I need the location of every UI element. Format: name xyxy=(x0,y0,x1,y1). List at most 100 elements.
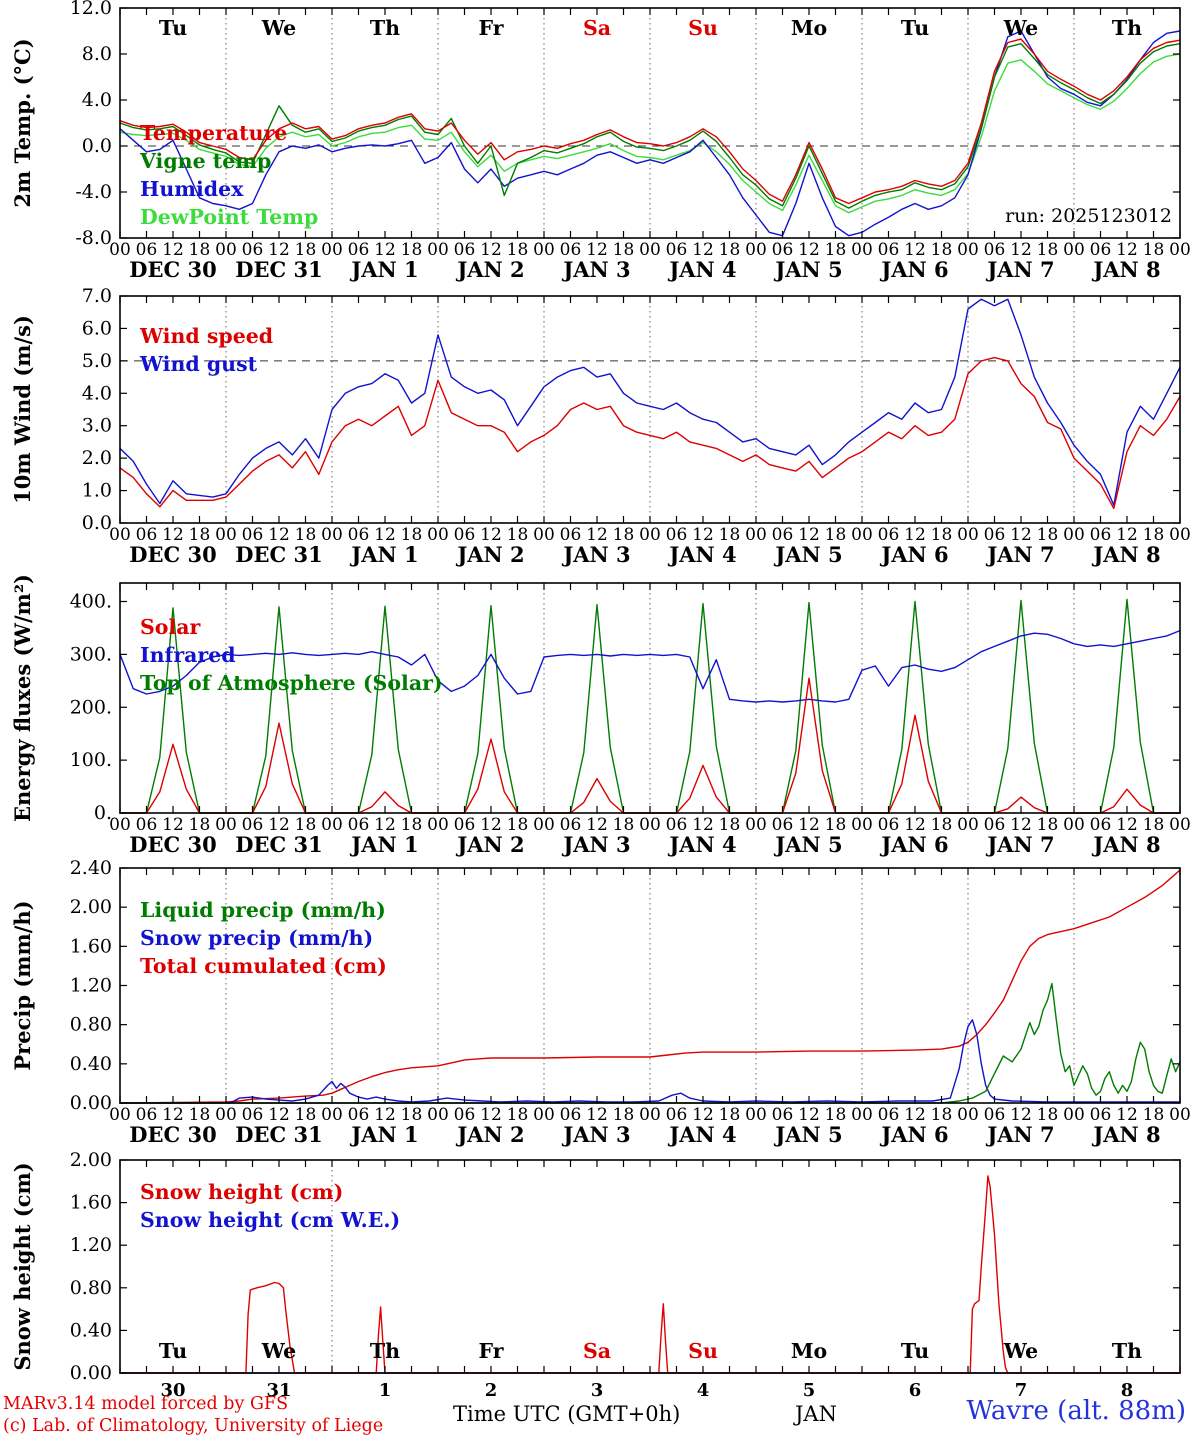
svg-text:Fr: Fr xyxy=(479,16,505,40)
svg-text:12: 12 xyxy=(374,815,396,835)
svg-text:JAN 6: JAN 6 xyxy=(879,542,948,567)
series-line-snow-height-cm- xyxy=(119,1175,1181,1374)
svg-text:06: 06 xyxy=(560,1105,582,1125)
svg-text:06: 06 xyxy=(348,815,370,835)
svg-text:DEC 31: DEC 31 xyxy=(235,832,322,857)
svg-text:12: 12 xyxy=(692,525,714,545)
svg-text:12: 12 xyxy=(586,1105,608,1125)
svg-text:18: 18 xyxy=(613,525,635,545)
svg-text:00: 00 xyxy=(215,1105,237,1125)
svg-text:0.00: 0.00 xyxy=(70,1092,112,1114)
svg-text:DEC 30: DEC 30 xyxy=(129,542,216,567)
svg-text:18: 18 xyxy=(719,815,741,835)
svg-text:Tu: Tu xyxy=(159,16,187,40)
svg-text:12: 12 xyxy=(268,525,290,545)
svg-text:12: 12 xyxy=(268,240,290,260)
series-line-snow-precip-mm-h- xyxy=(119,1019,1181,1104)
svg-text:12: 12 xyxy=(586,815,608,835)
svg-text:00: 00 xyxy=(109,240,131,260)
svg-text:00: 00 xyxy=(957,525,979,545)
svg-text:06: 06 xyxy=(560,525,582,545)
svg-text:06: 06 xyxy=(666,240,688,260)
svg-text:JAN 2: JAN 2 xyxy=(455,542,524,567)
svg-text:JAN 7: JAN 7 xyxy=(985,832,1054,857)
svg-text:00: 00 xyxy=(109,1105,131,1125)
svg-text:1.60: 1.60 xyxy=(70,935,112,957)
svg-text:JAN 7: JAN 7 xyxy=(985,542,1054,567)
svg-text:Tu: Tu xyxy=(901,1339,929,1363)
svg-text:06: 06 xyxy=(136,525,158,545)
svg-text:-8.0: -8.0 xyxy=(75,227,112,249)
svg-text:JAN 2: JAN 2 xyxy=(455,832,524,857)
svg-text:JAN 5: JAN 5 xyxy=(773,257,842,282)
svg-text:18: 18 xyxy=(613,1105,635,1125)
svg-text:18: 18 xyxy=(825,815,847,835)
svg-text:18: 18 xyxy=(825,240,847,260)
svg-text:6: 6 xyxy=(909,1380,922,1401)
svg-text:0.00: 0.00 xyxy=(70,1362,112,1384)
svg-text:18: 18 xyxy=(1143,240,1165,260)
svg-text:DEC 31: DEC 31 xyxy=(235,542,322,567)
svg-text:12: 12 xyxy=(1010,525,1032,545)
svg-text:JAN 1: JAN 1 xyxy=(349,1122,418,1147)
series-line-wind-speed xyxy=(119,356,1181,510)
svg-text:JAN 2: JAN 2 xyxy=(455,257,524,282)
svg-text:18: 18 xyxy=(719,525,741,545)
svg-text:0.0: 0.0 xyxy=(82,512,112,534)
svg-text:Su: Su xyxy=(688,16,718,40)
svg-text:12: 12 xyxy=(1116,240,1138,260)
svg-text:00: 00 xyxy=(427,1105,449,1125)
svg-text:18: 18 xyxy=(931,525,953,545)
svg-text:JAN 5: JAN 5 xyxy=(773,832,842,857)
svg-text:Infrared: Infrared xyxy=(140,643,236,667)
svg-text:JAN 1: JAN 1 xyxy=(349,832,418,857)
svg-text:00: 00 xyxy=(957,1105,979,1125)
svg-text:06: 06 xyxy=(348,240,370,260)
svg-text:DewPoint Temp: DewPoint Temp xyxy=(140,205,318,229)
svg-text:18: 18 xyxy=(931,815,953,835)
svg-text:200.: 200. xyxy=(70,696,112,718)
svg-text:18: 18 xyxy=(825,525,847,545)
svg-text:00: 00 xyxy=(745,1105,767,1125)
svg-text:00: 00 xyxy=(321,240,343,260)
energy-panel: 400.300.200.100.0.00 06 12 18 00 06 12 18 00 06 12… xyxy=(10,574,1191,857)
svg-text:12: 12 xyxy=(1010,1105,1032,1125)
svg-text:00: 00 xyxy=(427,240,449,260)
svg-text:0.80: 0.80 xyxy=(70,1014,112,1036)
svg-text:Energy fluxes (W/m²): Energy fluxes (W/m²) xyxy=(10,574,35,822)
svg-text:12: 12 xyxy=(692,240,714,260)
svg-text:06: 06 xyxy=(136,1105,158,1125)
series-line-dewpoint-temp xyxy=(119,53,1181,214)
svg-text:Mo: Mo xyxy=(791,16,827,40)
svg-text:12: 12 xyxy=(798,240,820,260)
svg-text:JAN 6: JAN 6 xyxy=(879,1122,948,1147)
svg-text:12: 12 xyxy=(586,240,608,260)
svg-text:06: 06 xyxy=(772,525,794,545)
svg-text:JAN 7: JAN 7 xyxy=(985,1122,1054,1147)
svg-text:00: 00 xyxy=(1169,525,1191,545)
svg-text:JAN 6: JAN 6 xyxy=(879,832,948,857)
svg-text:DEC 30: DEC 30 xyxy=(129,832,216,857)
svg-text:00: 00 xyxy=(851,815,873,835)
svg-text:6.0: 6.0 xyxy=(82,317,112,339)
svg-text:00: 00 xyxy=(639,1105,661,1125)
svg-text:12: 12 xyxy=(162,1105,184,1125)
series-line-top-of-atmosphere-solar- xyxy=(119,598,1181,814)
svg-text:12: 12 xyxy=(374,1105,396,1125)
svg-text:18: 18 xyxy=(1143,815,1165,835)
svg-text:Snow height (cm): Snow height (cm) xyxy=(140,1180,343,1204)
svg-text:0.80: 0.80 xyxy=(70,1277,112,1299)
svg-text:18: 18 xyxy=(189,815,211,835)
svg-text:00: 00 xyxy=(639,815,661,835)
series-line-vigne-temp xyxy=(119,43,1181,209)
svg-text:00: 00 xyxy=(639,240,661,260)
svg-text:DEC 30: DEC 30 xyxy=(129,1122,216,1147)
svg-text:12: 12 xyxy=(586,525,608,545)
series-line-temperature xyxy=(119,38,1181,205)
svg-text:00: 00 xyxy=(1063,525,1085,545)
svg-text:12: 12 xyxy=(480,1105,502,1125)
svg-text:00: 00 xyxy=(851,1105,873,1125)
svg-text:8.0: 8.0 xyxy=(82,43,112,65)
